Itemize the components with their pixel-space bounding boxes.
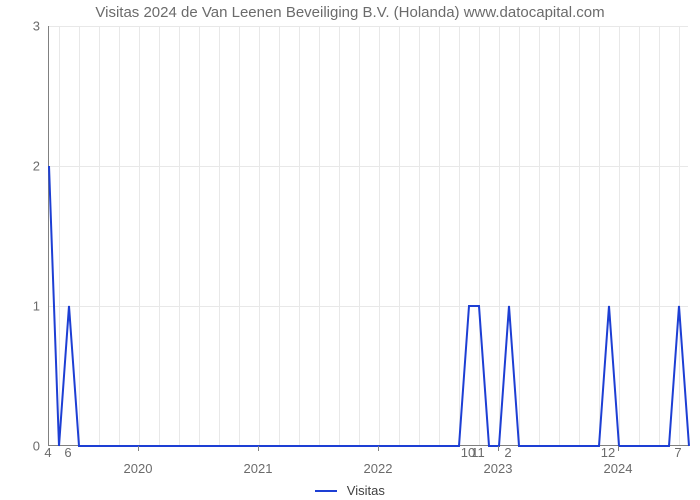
x-year-label: 2022: [364, 461, 393, 476]
line-series: [49, 26, 689, 446]
x-tick-mark: [378, 446, 379, 451]
chart-title: Visitas 2024 de Van Leenen Beveiliging B…: [0, 4, 700, 21]
y-tick-label: 2: [0, 159, 40, 174]
legend: Visitas: [0, 482, 700, 498]
legend-swatch: [315, 490, 337, 492]
x-tick-mark: [618, 446, 619, 451]
x-year-label: 2021: [244, 461, 273, 476]
x-month-label: 4: [44, 445, 51, 460]
x-month-label: 6: [64, 445, 71, 460]
x-tick-mark: [138, 446, 139, 451]
x-tick-mark: [258, 446, 259, 451]
x-month-label: 12: [601, 445, 615, 460]
x-year-label: 2024: [604, 461, 633, 476]
x-year-label: 2020: [124, 461, 153, 476]
x-month-label: 11: [471, 445, 485, 460]
x-month-label: 2: [504, 445, 511, 460]
plot-area: [48, 26, 688, 446]
chart-container: Visitas 2024 de Van Leenen Beveiliging B…: [0, 0, 700, 500]
y-tick-label: 1: [0, 299, 40, 314]
x-year-label: 2023: [484, 461, 513, 476]
legend-label: Visitas: [347, 483, 385, 498]
x-month-label: 7: [674, 445, 681, 460]
y-tick-label: 0: [0, 439, 40, 454]
y-tick-label: 3: [0, 19, 40, 34]
x-tick-mark: [498, 446, 499, 451]
